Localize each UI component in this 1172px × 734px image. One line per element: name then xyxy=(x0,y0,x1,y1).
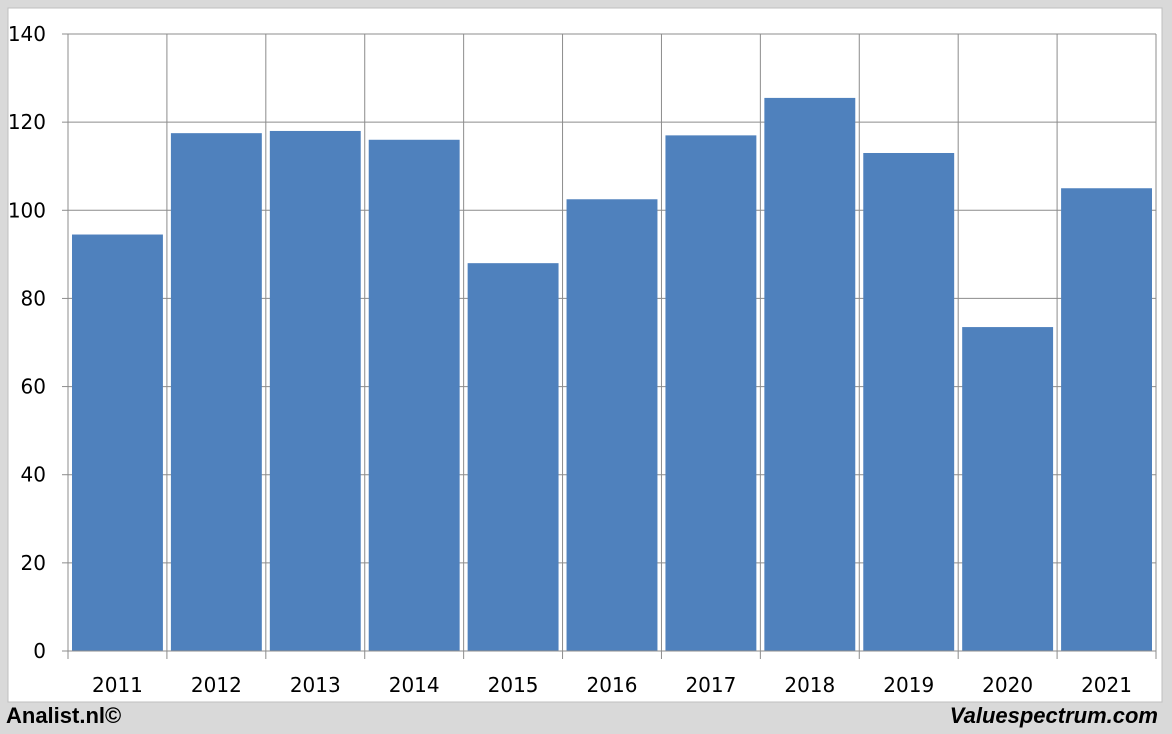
bar-2013 xyxy=(269,130,361,651)
x-axis-tick-labels: 2011 2012 2013 2014 2015 2016 2017 2018 2019 2020… xyxy=(92,673,1132,697)
x-tick-label-2017: 2017 xyxy=(685,673,736,697)
y-tick-label: 80 xyxy=(21,286,46,310)
y-tick-label: 100 xyxy=(8,198,46,222)
x-tick-label-2015: 2015 xyxy=(488,673,539,697)
y-tick-label: 60 xyxy=(21,375,46,399)
y-tick-label: 40 xyxy=(21,463,46,487)
x-tick-label-2019: 2019 xyxy=(883,673,934,697)
y-tick-label: 20 xyxy=(21,551,46,575)
bar-2019 xyxy=(863,152,955,651)
x-tick-label-2011: 2011 xyxy=(92,673,143,697)
y-tick-label: 120 xyxy=(8,110,46,134)
x-tick-label-2013: 2013 xyxy=(290,673,341,697)
x-tick-label-2016: 2016 xyxy=(587,673,638,697)
x-tick-label-2021: 2021 xyxy=(1081,673,1132,697)
axes xyxy=(62,33,1156,652)
bar-2017 xyxy=(665,135,757,652)
bars xyxy=(72,97,1152,652)
bar-2020 xyxy=(962,327,1054,651)
y-tick-label: 0 xyxy=(33,639,46,663)
bar-2011 xyxy=(72,234,163,651)
bar-2014 xyxy=(368,139,460,651)
bar-2012 xyxy=(170,133,262,652)
source-credit-right: Valuespectrum.com xyxy=(949,703,1158,728)
x-tick-label-2020: 2020 xyxy=(982,673,1033,697)
x-tick-label-2012: 2012 xyxy=(191,673,242,697)
bar-2016 xyxy=(566,199,658,651)
bar-2018 xyxy=(764,97,856,652)
x-tick-label-2014: 2014 xyxy=(389,673,440,697)
source-credit-left: Analist.nl© xyxy=(6,703,122,728)
bar-2021 xyxy=(1061,188,1152,651)
bar-2015 xyxy=(467,263,559,651)
y-tick-label: 140 xyxy=(8,22,46,46)
y-axis-tick-labels: 0 20 40 60 80 100 120 140 xyxy=(8,22,46,663)
x-tick-label-2018: 2018 xyxy=(784,673,835,697)
